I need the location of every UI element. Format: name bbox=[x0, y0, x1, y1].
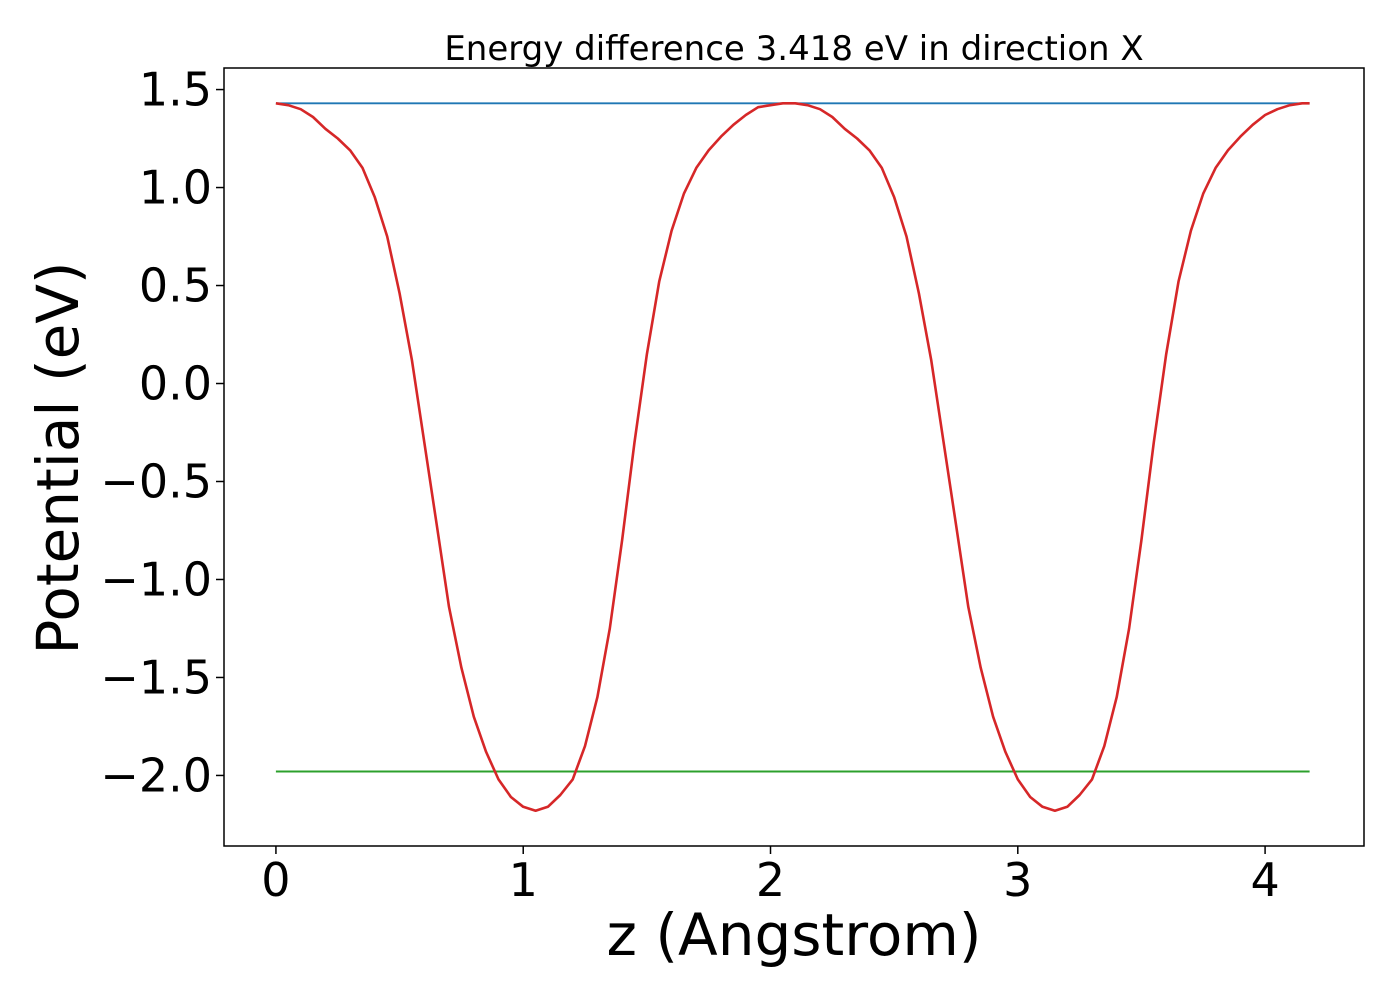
axes-frame bbox=[223, 67, 1365, 847]
y-tick-label: 0.0 bbox=[139, 357, 212, 411]
y-tick-label: 0.5 bbox=[139, 259, 212, 313]
x-tick-label: 1 bbox=[509, 853, 538, 907]
x-axis-label: z (Angstrom) bbox=[607, 901, 982, 969]
y-axis-label: Potential (eV) bbox=[24, 261, 92, 654]
y-tick-label: −0.5 bbox=[100, 454, 212, 508]
x-tick-label: 2 bbox=[756, 853, 785, 907]
y-tick-label: −1.0 bbox=[100, 552, 212, 606]
x-tick-label: 0 bbox=[261, 853, 290, 907]
x-axis-ticks: 0 1 2 3 4 bbox=[261, 846, 1280, 907]
series-line-1 bbox=[275, 102, 1310, 813]
y-tick-label: 1.0 bbox=[139, 161, 212, 215]
series-layer bbox=[275, 102, 1310, 813]
y-tick-label: −2.0 bbox=[100, 748, 212, 802]
plot-area bbox=[223, 67, 1365, 847]
y-axis-ticks: −2.0 −1.5 −1.0 −0.5 0.0 0.5 1.0 1.5 bbox=[100, 63, 224, 802]
x-tick-label: 4 bbox=[1250, 853, 1279, 907]
y-tick-label: 1.5 bbox=[139, 63, 212, 117]
x-tick-label: 3 bbox=[1003, 853, 1032, 907]
y-tick-label: −1.5 bbox=[100, 650, 212, 704]
chart-title: Energy difference 3.418 eV in direction … bbox=[444, 29, 1143, 69]
